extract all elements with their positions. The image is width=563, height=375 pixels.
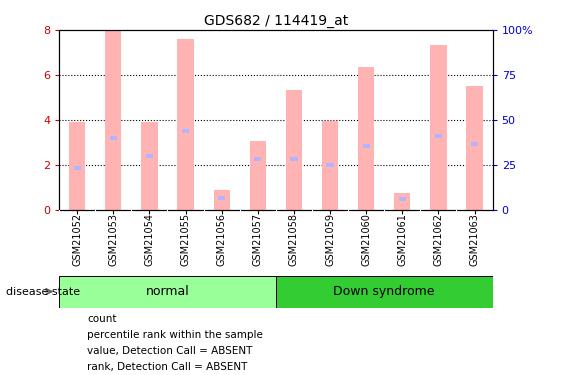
Bar xyxy=(213,190,230,210)
Bar xyxy=(61,319,70,320)
Bar xyxy=(110,136,117,140)
Bar xyxy=(254,158,261,161)
Text: GSM21060: GSM21060 xyxy=(361,213,371,266)
Bar xyxy=(177,39,194,210)
Bar xyxy=(466,86,482,210)
Bar xyxy=(69,122,86,210)
Text: value, Detection Call = ABSENT: value, Detection Call = ABSENT xyxy=(87,346,253,356)
Text: GSM21058: GSM21058 xyxy=(289,213,299,266)
Text: normal: normal xyxy=(146,285,189,298)
Bar xyxy=(430,45,446,210)
Bar xyxy=(291,158,298,161)
Bar xyxy=(394,193,410,210)
Bar xyxy=(322,121,338,210)
Text: GSM21052: GSM21052 xyxy=(72,213,82,266)
Bar xyxy=(105,30,122,210)
Text: count: count xyxy=(87,314,117,324)
Bar xyxy=(218,196,225,200)
Text: rank, Detection Call = ABSENT: rank, Detection Call = ABSENT xyxy=(87,362,248,372)
Bar xyxy=(59,276,276,308)
Bar xyxy=(435,134,442,138)
Text: GSM21056: GSM21056 xyxy=(217,213,227,266)
Text: GSM21057: GSM21057 xyxy=(253,213,263,266)
Text: GSM21054: GSM21054 xyxy=(145,213,154,266)
Text: GSM21061: GSM21061 xyxy=(397,213,407,266)
Text: GSM21055: GSM21055 xyxy=(181,213,190,266)
Text: Down syndrome: Down syndrome xyxy=(333,285,435,298)
Bar xyxy=(363,144,370,148)
Bar xyxy=(74,166,81,170)
Bar xyxy=(471,142,478,146)
Bar xyxy=(327,163,334,167)
Text: disease state: disease state xyxy=(6,286,80,297)
Bar xyxy=(399,197,406,201)
Bar xyxy=(286,90,302,210)
Bar xyxy=(358,67,374,210)
Bar xyxy=(182,129,189,133)
Bar xyxy=(249,141,266,210)
Text: GSM21053: GSM21053 xyxy=(108,213,118,266)
Text: GSM21062: GSM21062 xyxy=(434,213,444,266)
Text: GSM21059: GSM21059 xyxy=(325,213,335,266)
Text: percentile rank within the sample: percentile rank within the sample xyxy=(87,330,263,340)
Text: GSM21063: GSM21063 xyxy=(470,213,480,266)
Bar xyxy=(141,122,158,210)
Bar xyxy=(146,154,153,158)
Bar xyxy=(276,276,493,308)
Title: GDS682 / 114419_at: GDS682 / 114419_at xyxy=(204,13,348,28)
